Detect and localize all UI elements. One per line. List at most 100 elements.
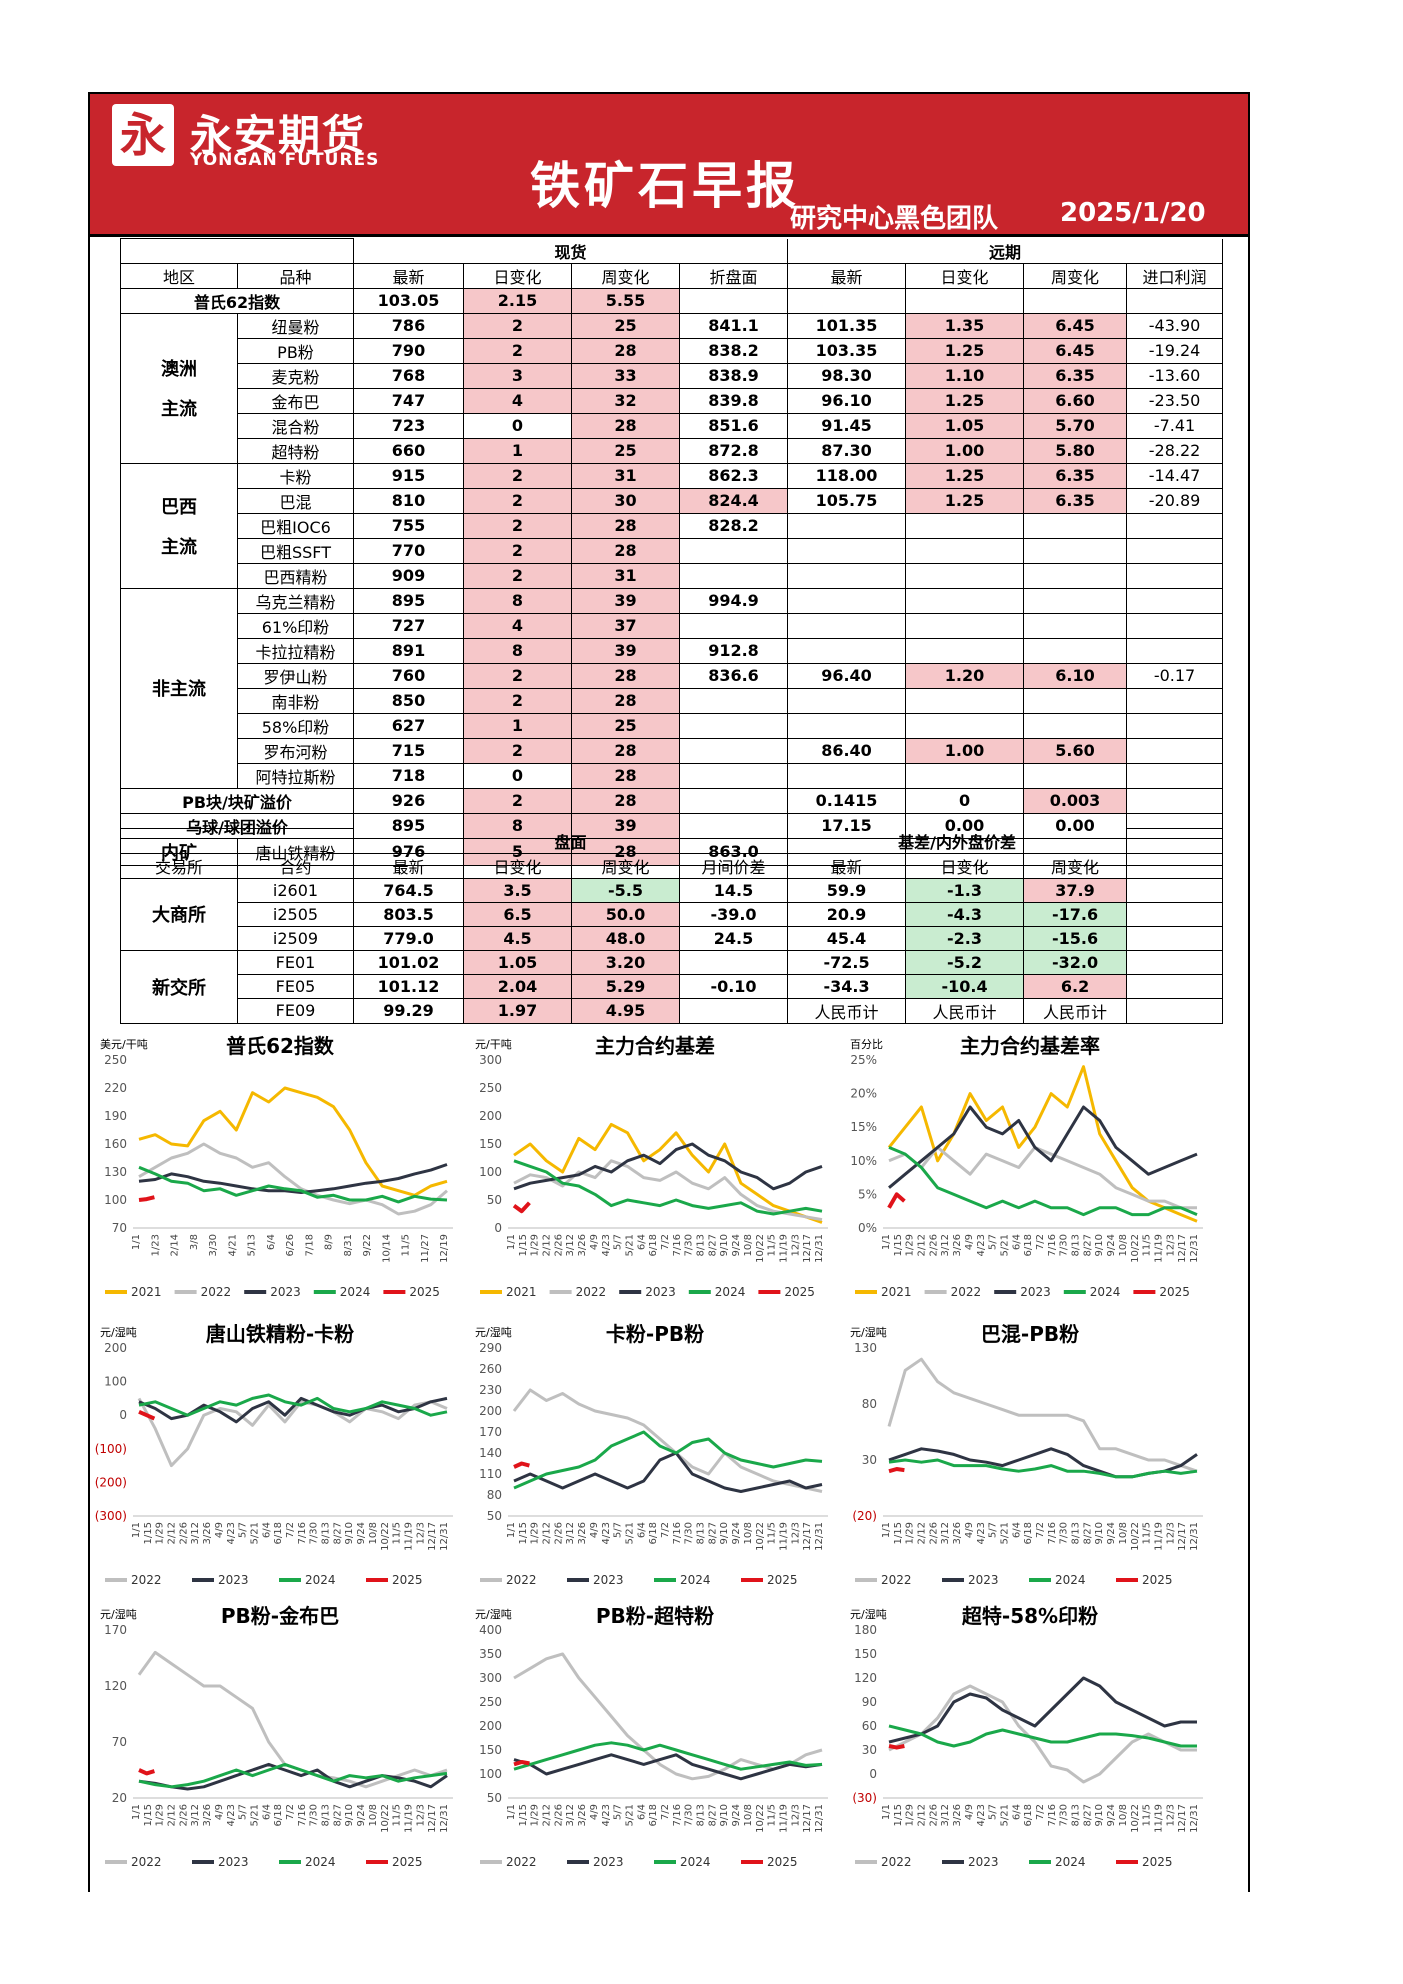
series-line-2023 (513, 1142, 823, 1191)
x-tick-label: 2/26 (178, 1804, 189, 1826)
spot-week-change: 28 (571, 662, 680, 689)
y-unit-label: 元/湿吨 (850, 1608, 887, 1621)
futures-day-change: 1.05 (463, 949, 572, 975)
futures-row: 新交所 FE01 101.02 1.05 3.20 -72.5 -5.2 -32.0 (120, 949, 1224, 1024)
column-header-row: 交易所 合约 最新 日变化 周变化 月间价差 最新 日变化 周变化 (120, 852, 1224, 879)
spot-row: 非主流 乌克兰精粉 895 8 39 994.9 (120, 587, 1224, 789)
line-chart: 普氏62指数 美元/干吨 250 220 190 160 130 100 70 1/1 1/23 2/… (95, 1030, 465, 1305)
y-tick-label: 150 (479, 1137, 502, 1151)
spot-latest: 895 (353, 587, 464, 614)
x-tick-label: 5/21 (999, 1522, 1010, 1544)
x-tick-label: 12/17 (802, 1234, 813, 1263)
x-tick-label: 11/5 (401, 1234, 412, 1256)
x-tick-label: 4/23 (976, 1522, 987, 1544)
x-tick-label: 7/16 (297, 1522, 308, 1544)
forward-latest: 86.40 (787, 737, 907, 764)
futures-equivalent (678, 612, 789, 639)
x-tick-label: 12/31 (1189, 1522, 1200, 1551)
spot-week-change: 31 (571, 462, 680, 489)
forward-week-change: 0.003 (1023, 787, 1128, 814)
chart-svg: 元/湿吨 130 80 30 (20) 1/1 1/15 1/29 2/12 2/26 3/12 3/… (850, 1326, 1203, 1587)
spot-day-change: 2 (463, 337, 572, 364)
spot-row: 卡拉拉精粉 891 8 39 912.8 (121, 637, 1224, 664)
x-tick-label: 12/17 (427, 1522, 438, 1551)
x-tick-label: 12/3 (1165, 1804, 1176, 1826)
legend-label: 2025 (767, 1855, 798, 1869)
x-tick-label: 3/26 (202, 1804, 213, 1826)
x-tick-label: 6/18 (273, 1804, 284, 1826)
contract-code: i2601 (237, 877, 354, 903)
y-tick-label: 150 (854, 1647, 877, 1661)
ore-name: 61%印粉 (237, 612, 354, 639)
y-tick-label: 190 (104, 1109, 127, 1123)
forward-day-change (905, 562, 1025, 589)
region-label: 澳洲 主流 (120, 312, 238, 464)
x-tick-label: 11/19 (778, 1234, 789, 1263)
x-tick-label: 9/24 (731, 1804, 742, 1826)
x-tick-label: 8/13 (1071, 1804, 1082, 1826)
spot-row: PB粉 790 2 28 838.2 103.35 1.25 6.45 -19.24 (121, 337, 1224, 364)
report-title: 铁矿石早报 (530, 157, 800, 215)
legend-label: 2024 (1055, 1855, 1086, 1869)
y-tick-label: 20 (112, 1791, 127, 1805)
empty-cell (1126, 997, 1224, 1024)
spot-row: 南非粉 850 2 28 (121, 687, 1224, 714)
y-unit-label: 元/湿吨 (850, 1326, 887, 1339)
x-tick-label: 10/22 (380, 1522, 391, 1551)
x-tick-label: 2/26 (553, 1522, 564, 1544)
x-tick-label: 2/12 (542, 1804, 553, 1826)
legend-label: 2023 (593, 1573, 624, 1587)
x-tick-label: 7/2 (660, 1234, 671, 1250)
y-tick-label: 200 (479, 1719, 502, 1733)
spot-day-change: 0 (463, 412, 572, 439)
ore-name: 麦克粉 (237, 362, 354, 389)
line-chart: PB粉-金布巴 元/湿吨 170 120 70 20 1/1 1/15 1/29 2/12 2/26… (95, 1600, 465, 1875)
series-line-2025 (888, 1467, 905, 1474)
y-tick-label: 0 (119, 1408, 127, 1422)
x-tick-label: 12/3 (1165, 1522, 1176, 1544)
chart-title: 唐山铁精粉-卡粉 (205, 1322, 355, 1346)
spot-latest: 727 (353, 612, 464, 639)
x-tick-label: 1/29 (905, 1234, 916, 1256)
y-tick-label: 200 (104, 1341, 127, 1355)
empty-cell (905, 287, 1025, 314)
x-tick-label: 6/4 (266, 1234, 277, 1250)
spot-week-change: 25 (571, 312, 680, 339)
x-tick-label: 1/1 (881, 1804, 892, 1820)
series-line-2024 (513, 1430, 823, 1490)
x-tick-label: 5/21 (624, 1522, 635, 1544)
region-name-line: 主流 (161, 399, 197, 420)
forward-week-change: 6.60 (1023, 387, 1128, 414)
x-tick-label: 3/12 (940, 1804, 951, 1826)
x-tick-label: 1/1 (131, 1804, 142, 1820)
index-day-change: 2.15 (463, 287, 572, 314)
spot-latest: 926 (353, 787, 464, 814)
legend-label: 2025 (1142, 1573, 1173, 1587)
forward-week-change (1023, 587, 1128, 614)
x-tick-label: 1/1 (881, 1522, 892, 1538)
report-page: 永 永安期货 YONGAN FUTURES 铁矿石早报 研究中心黑色团队 202… (88, 92, 1250, 1892)
report-team: 研究中心黑色团队 (790, 204, 999, 234)
line-chart: 主力合约基差 元/干吨 300 250 200 150 100 50 0 1/1 1/15 1/29 2… (470, 1030, 840, 1305)
forward-latest: 105.75 (787, 487, 907, 514)
x-tick-label: 10/22 (380, 1804, 391, 1833)
index-latest: 103.05 (353, 287, 464, 314)
spot-day-change: 2 (463, 687, 572, 714)
forward-latest (787, 512, 907, 539)
x-tick-label: 7/30 (684, 1234, 695, 1256)
x-tick-label: 2/12 (167, 1804, 178, 1826)
import-profit: -20.89 (1126, 487, 1224, 514)
forward-week-change: 6.35 (1023, 462, 1128, 489)
basis-week-change: 人民币计 (1023, 997, 1128, 1024)
x-tick-label: 1/15 (893, 1522, 904, 1544)
x-tick-label: 4/23 (226, 1804, 237, 1826)
x-tick-label: 1/15 (518, 1522, 529, 1544)
series-line-2025 (138, 1768, 155, 1776)
forward-latest (787, 712, 907, 739)
forward-week-change (1023, 562, 1128, 589)
forward-week-change: 5.70 (1023, 412, 1128, 439)
ore-name: 卡拉拉精粉 (237, 637, 354, 664)
forward-day-change: 1.25 (905, 337, 1025, 364)
x-tick-label: 11/19 (778, 1522, 789, 1551)
index-row: 普氏62指数 103.05 2.15 5.55 (120, 287, 1224, 314)
